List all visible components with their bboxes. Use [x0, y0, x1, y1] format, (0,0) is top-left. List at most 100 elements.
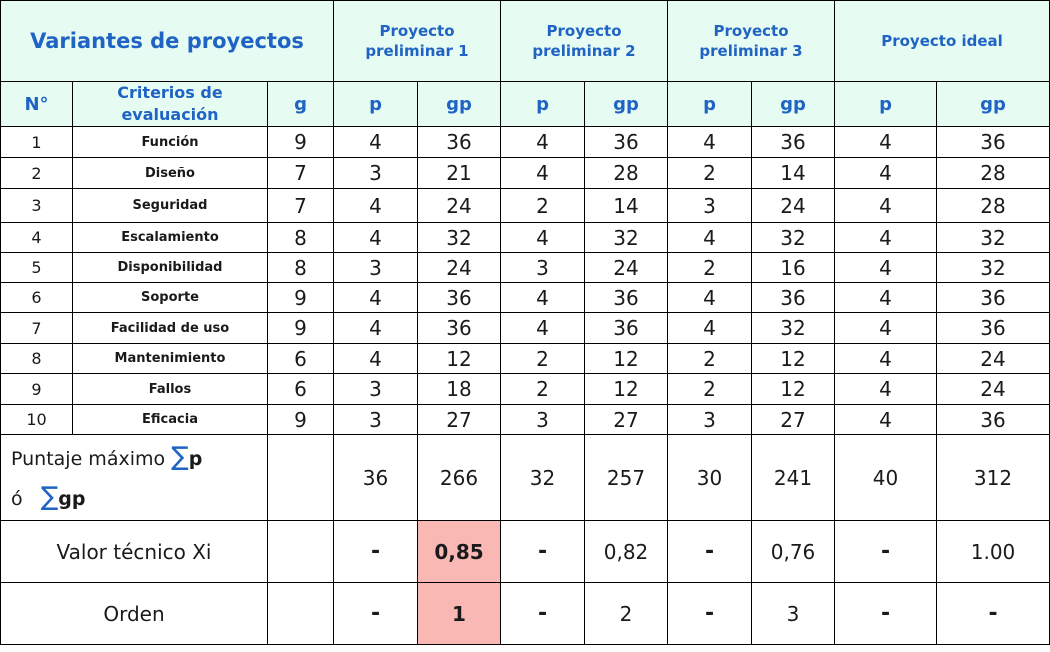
p-value: 3: [667, 404, 753, 435]
gp-header: gp: [751, 81, 836, 127]
p-header: p: [834, 81, 938, 127]
tech-value: 0,82: [584, 520, 669, 583]
p-value: 4: [333, 222, 419, 253]
p-value: 4: [834, 126, 938, 158]
criterion-name: Disponibilidad: [72, 252, 268, 283]
row-number: 9: [0, 373, 73, 405]
sum-p-label: p: [188, 447, 203, 470]
p-value: 4: [333, 312, 419, 344]
tech-value: 0,76: [751, 520, 836, 583]
row-number: 7: [0, 312, 73, 344]
ideal-project-header: Proyecto ideal: [834, 0, 1050, 82]
p-value: 2: [500, 373, 586, 405]
table-row: 10 Eficacia 9 3 27 3 27 3 27 4 36: [0, 404, 1050, 435]
gp-value: 24: [417, 188, 502, 223]
criterion-name: Función: [72, 126, 268, 158]
project-1-header: Proyecto preliminar 1: [333, 0, 502, 82]
gp-value: 14: [584, 188, 669, 223]
p-value: 4: [500, 282, 586, 313]
p-value: 2: [667, 252, 753, 283]
max-value: 266: [417, 434, 502, 521]
p-value: 3: [500, 252, 586, 283]
p-value: 2: [667, 157, 753, 189]
weight-value: 7: [266, 188, 335, 223]
max-value: 241: [751, 434, 836, 521]
order-value: -: [500, 582, 586, 645]
technical-value-row: Valor técnico Xi -0,85-0,82-0,76-1.00: [0, 520, 1050, 583]
gp-value: 36: [584, 312, 669, 344]
gp-value: 12: [751, 373, 836, 405]
gp-value: 36: [936, 126, 1050, 158]
or-label: ó: [11, 487, 23, 510]
tech-value: 1.00: [936, 520, 1050, 583]
project-2-header: Proyecto preliminar 2: [500, 0, 669, 82]
p-header: p: [333, 81, 419, 127]
gp-value: 36: [936, 404, 1050, 435]
gp-value: 36: [751, 282, 836, 313]
criterion-name: Eficacia: [72, 404, 268, 435]
order-row: Orden -1-2-3--: [0, 582, 1050, 645]
empty-cell: [266, 582, 335, 645]
project-3-header: Proyecto preliminar 3: [667, 0, 836, 82]
table-row: 5 Disponibilidad 8 3 24 3 24 2 16 4 32: [0, 252, 1050, 283]
row-number: 5: [0, 252, 73, 283]
sum-gp-label: gp: [58, 487, 86, 510]
max-value: 36: [333, 434, 419, 521]
tech-value: -: [500, 520, 586, 583]
order-value: 3: [751, 582, 836, 645]
table-row: 7 Facilidad de uso 9 4 36 4 36 4 32 4 36: [0, 312, 1050, 344]
technical-value-label: Valor técnico Xi: [0, 520, 268, 583]
p-value: 4: [667, 312, 753, 344]
p-header: p: [667, 81, 753, 127]
row-number: 4: [0, 222, 73, 253]
weight-value: 9: [266, 126, 335, 158]
p-value: 3: [333, 373, 419, 405]
sigma-icon: ∑: [40, 481, 59, 512]
p-value: 4: [834, 222, 938, 253]
gp-value: 12: [584, 343, 669, 374]
p-value: 4: [834, 157, 938, 189]
table-title: Variantes de proyectos: [0, 0, 335, 82]
gp-value: 14: [751, 157, 836, 189]
order-value: -: [834, 582, 938, 645]
weight-value: 8: [266, 252, 335, 283]
gp-value: 36: [751, 126, 836, 158]
p-value: 4: [333, 126, 419, 158]
gp-value: 12: [751, 343, 836, 374]
sigma-icon: ∑: [171, 441, 189, 472]
p-value: 4: [667, 126, 753, 158]
weight-header: g: [266, 81, 335, 127]
p-value: 3: [333, 157, 419, 189]
p-value: 3: [333, 404, 419, 435]
p-value: 4: [834, 373, 938, 405]
row-number: 8: [0, 343, 73, 374]
max-value: 257: [584, 434, 669, 521]
p-value: 2: [667, 373, 753, 405]
row-number: 10: [0, 404, 73, 435]
gp-value: 36: [584, 282, 669, 313]
gp-value: 36: [417, 312, 502, 344]
weight-value: 9: [266, 282, 335, 313]
max-value: 312: [936, 434, 1050, 521]
table-row: 6 Soporte 9 4 36 4 36 4 36 4 36: [0, 282, 1050, 313]
gp-value: 24: [751, 188, 836, 223]
p-value: 4: [834, 312, 938, 344]
max-value: 40: [834, 434, 938, 521]
gp-value: 27: [584, 404, 669, 435]
number-header: N°: [0, 81, 73, 127]
order-value: 1: [417, 582, 502, 645]
gp-value: 32: [751, 222, 836, 253]
max-value: 30: [667, 434, 753, 521]
gp-value: 24: [936, 343, 1050, 374]
p-value: 4: [333, 188, 419, 223]
gp-value: 24: [584, 252, 669, 283]
gp-value: 36: [584, 126, 669, 158]
gp-value: 32: [417, 222, 502, 253]
p-value: 3: [333, 252, 419, 283]
criterion-name: Escalamiento: [72, 222, 268, 253]
p-value: 4: [834, 188, 938, 223]
criterion-name: Soporte: [72, 282, 268, 313]
p-value: 4: [333, 282, 419, 313]
gp-header: gp: [584, 81, 669, 127]
